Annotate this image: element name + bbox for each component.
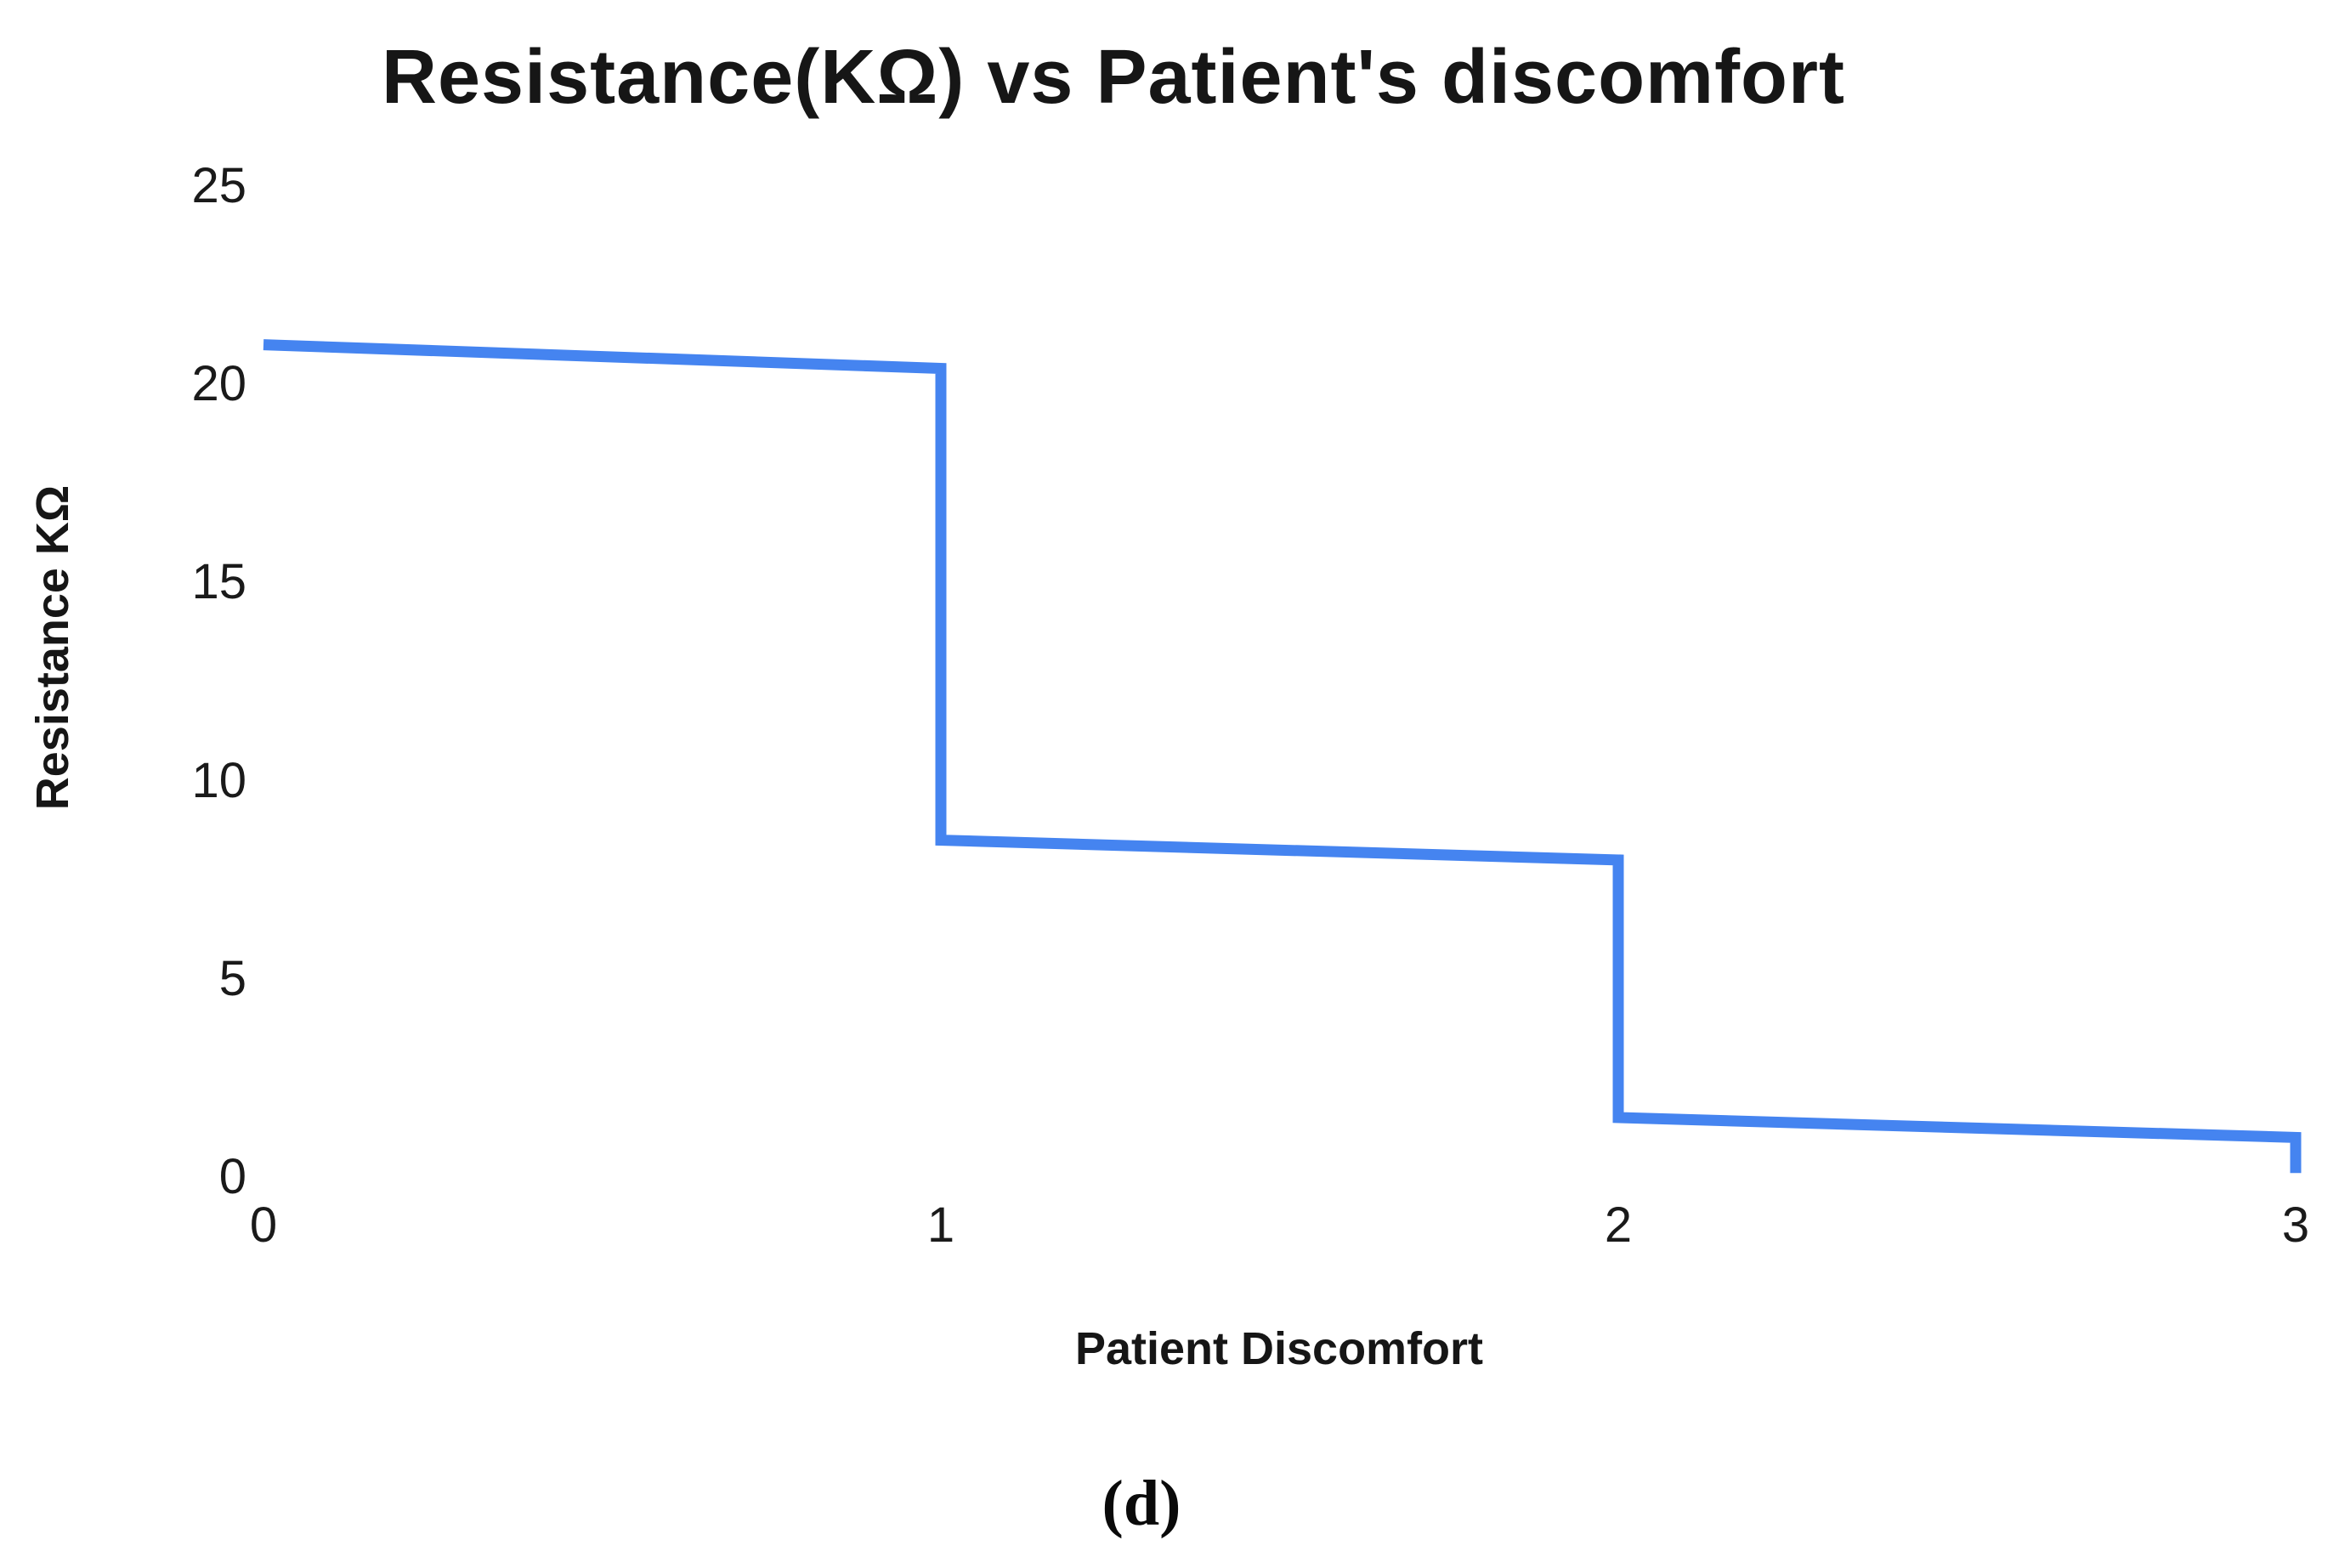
y-tick-label: 10 [191,752,246,808]
y-tick-label: 25 [191,158,246,213]
y-tick-label: 15 [191,554,246,610]
figure-caption: (d) [1102,1468,1181,1539]
resistance-step-line [263,339,2302,1174]
x-axis-title: Patient Discomfort [1074,1323,1484,1374]
x-tick-label: 2 [1604,1197,1633,1253]
x-tick-label: 3 [2281,1197,2310,1253]
y-tick-label: 5 [218,950,246,1006]
y-tick-label: 0 [218,1149,246,1204]
x-tick-label: 1 [926,1197,955,1253]
y-tick-label: 20 [191,356,246,412]
chart-title: Resistance(KΩ) vs Patient's discomfort [381,35,1846,120]
x-tick-label: 0 [249,1197,278,1253]
